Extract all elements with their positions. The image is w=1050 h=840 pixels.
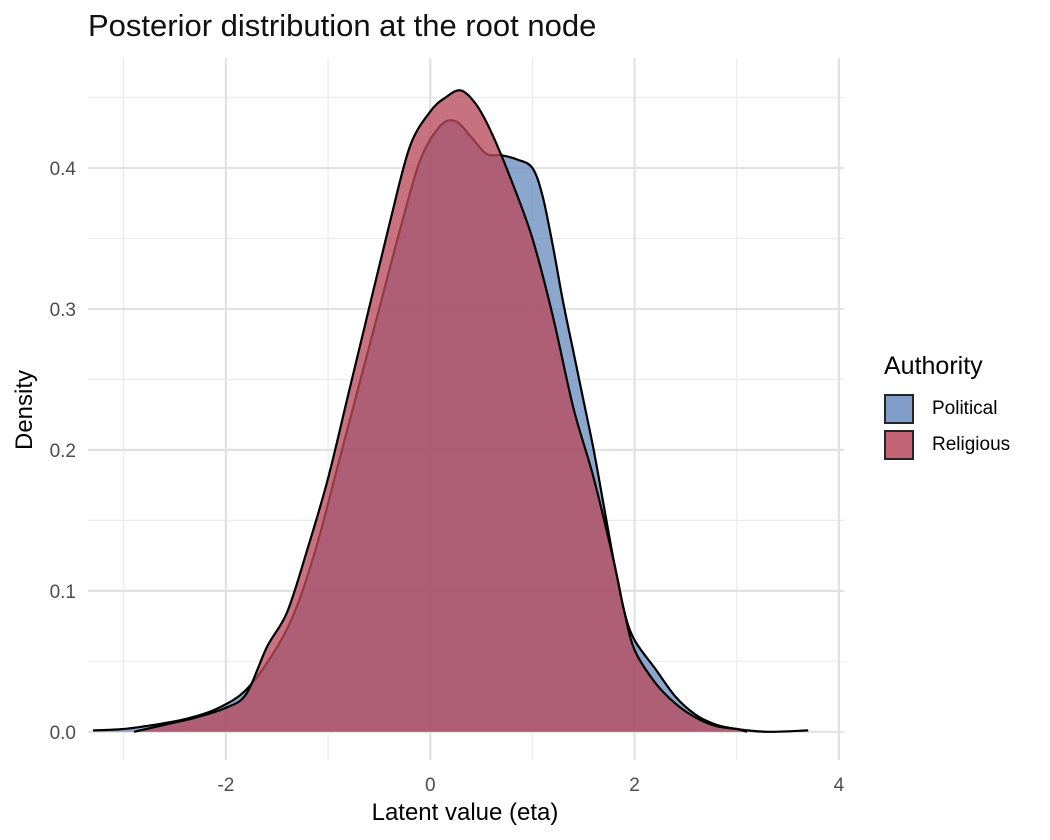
legend-key-religious <box>884 430 914 460</box>
legend-label-religious: Religious <box>932 434 1011 455</box>
x-tick-label: 4 <box>834 775 845 796</box>
y-tick-label: 0.2 <box>50 441 76 462</box>
legend-title: Authority <box>884 352 983 380</box>
tick-labels: -2 0 2 4 0.0 0.1 0.2 0.3 0.4 <box>50 159 845 796</box>
x-tick-label: -2 <box>217 775 234 796</box>
legend-label-political: Political <box>932 398 998 419</box>
y-tick-label: 0.0 <box>50 723 76 744</box>
y-tick-label: 0.4 <box>50 159 77 180</box>
legend-key-political <box>884 394 914 424</box>
y-tick-label: 0.1 <box>50 582 76 603</box>
x-axis-title: Latent value (eta) <box>372 799 559 826</box>
x-tick-label: 2 <box>629 775 640 796</box>
legend-item-religious: Religious <box>884 427 1010 463</box>
legend-item-political: Political <box>884 391 1010 427</box>
density-line-religious <box>133 89 748 733</box>
chart-title: Posterior distribution at the root node <box>88 8 597 43</box>
density-area-religious <box>134 90 747 732</box>
y-axis-title: Density <box>11 370 38 450</box>
x-tick-label: 0 <box>425 775 436 796</box>
y-tick-label: 0.3 <box>50 300 76 321</box>
series-layer <box>93 89 809 733</box>
legend: Authority Political Religious <box>884 352 1010 463</box>
